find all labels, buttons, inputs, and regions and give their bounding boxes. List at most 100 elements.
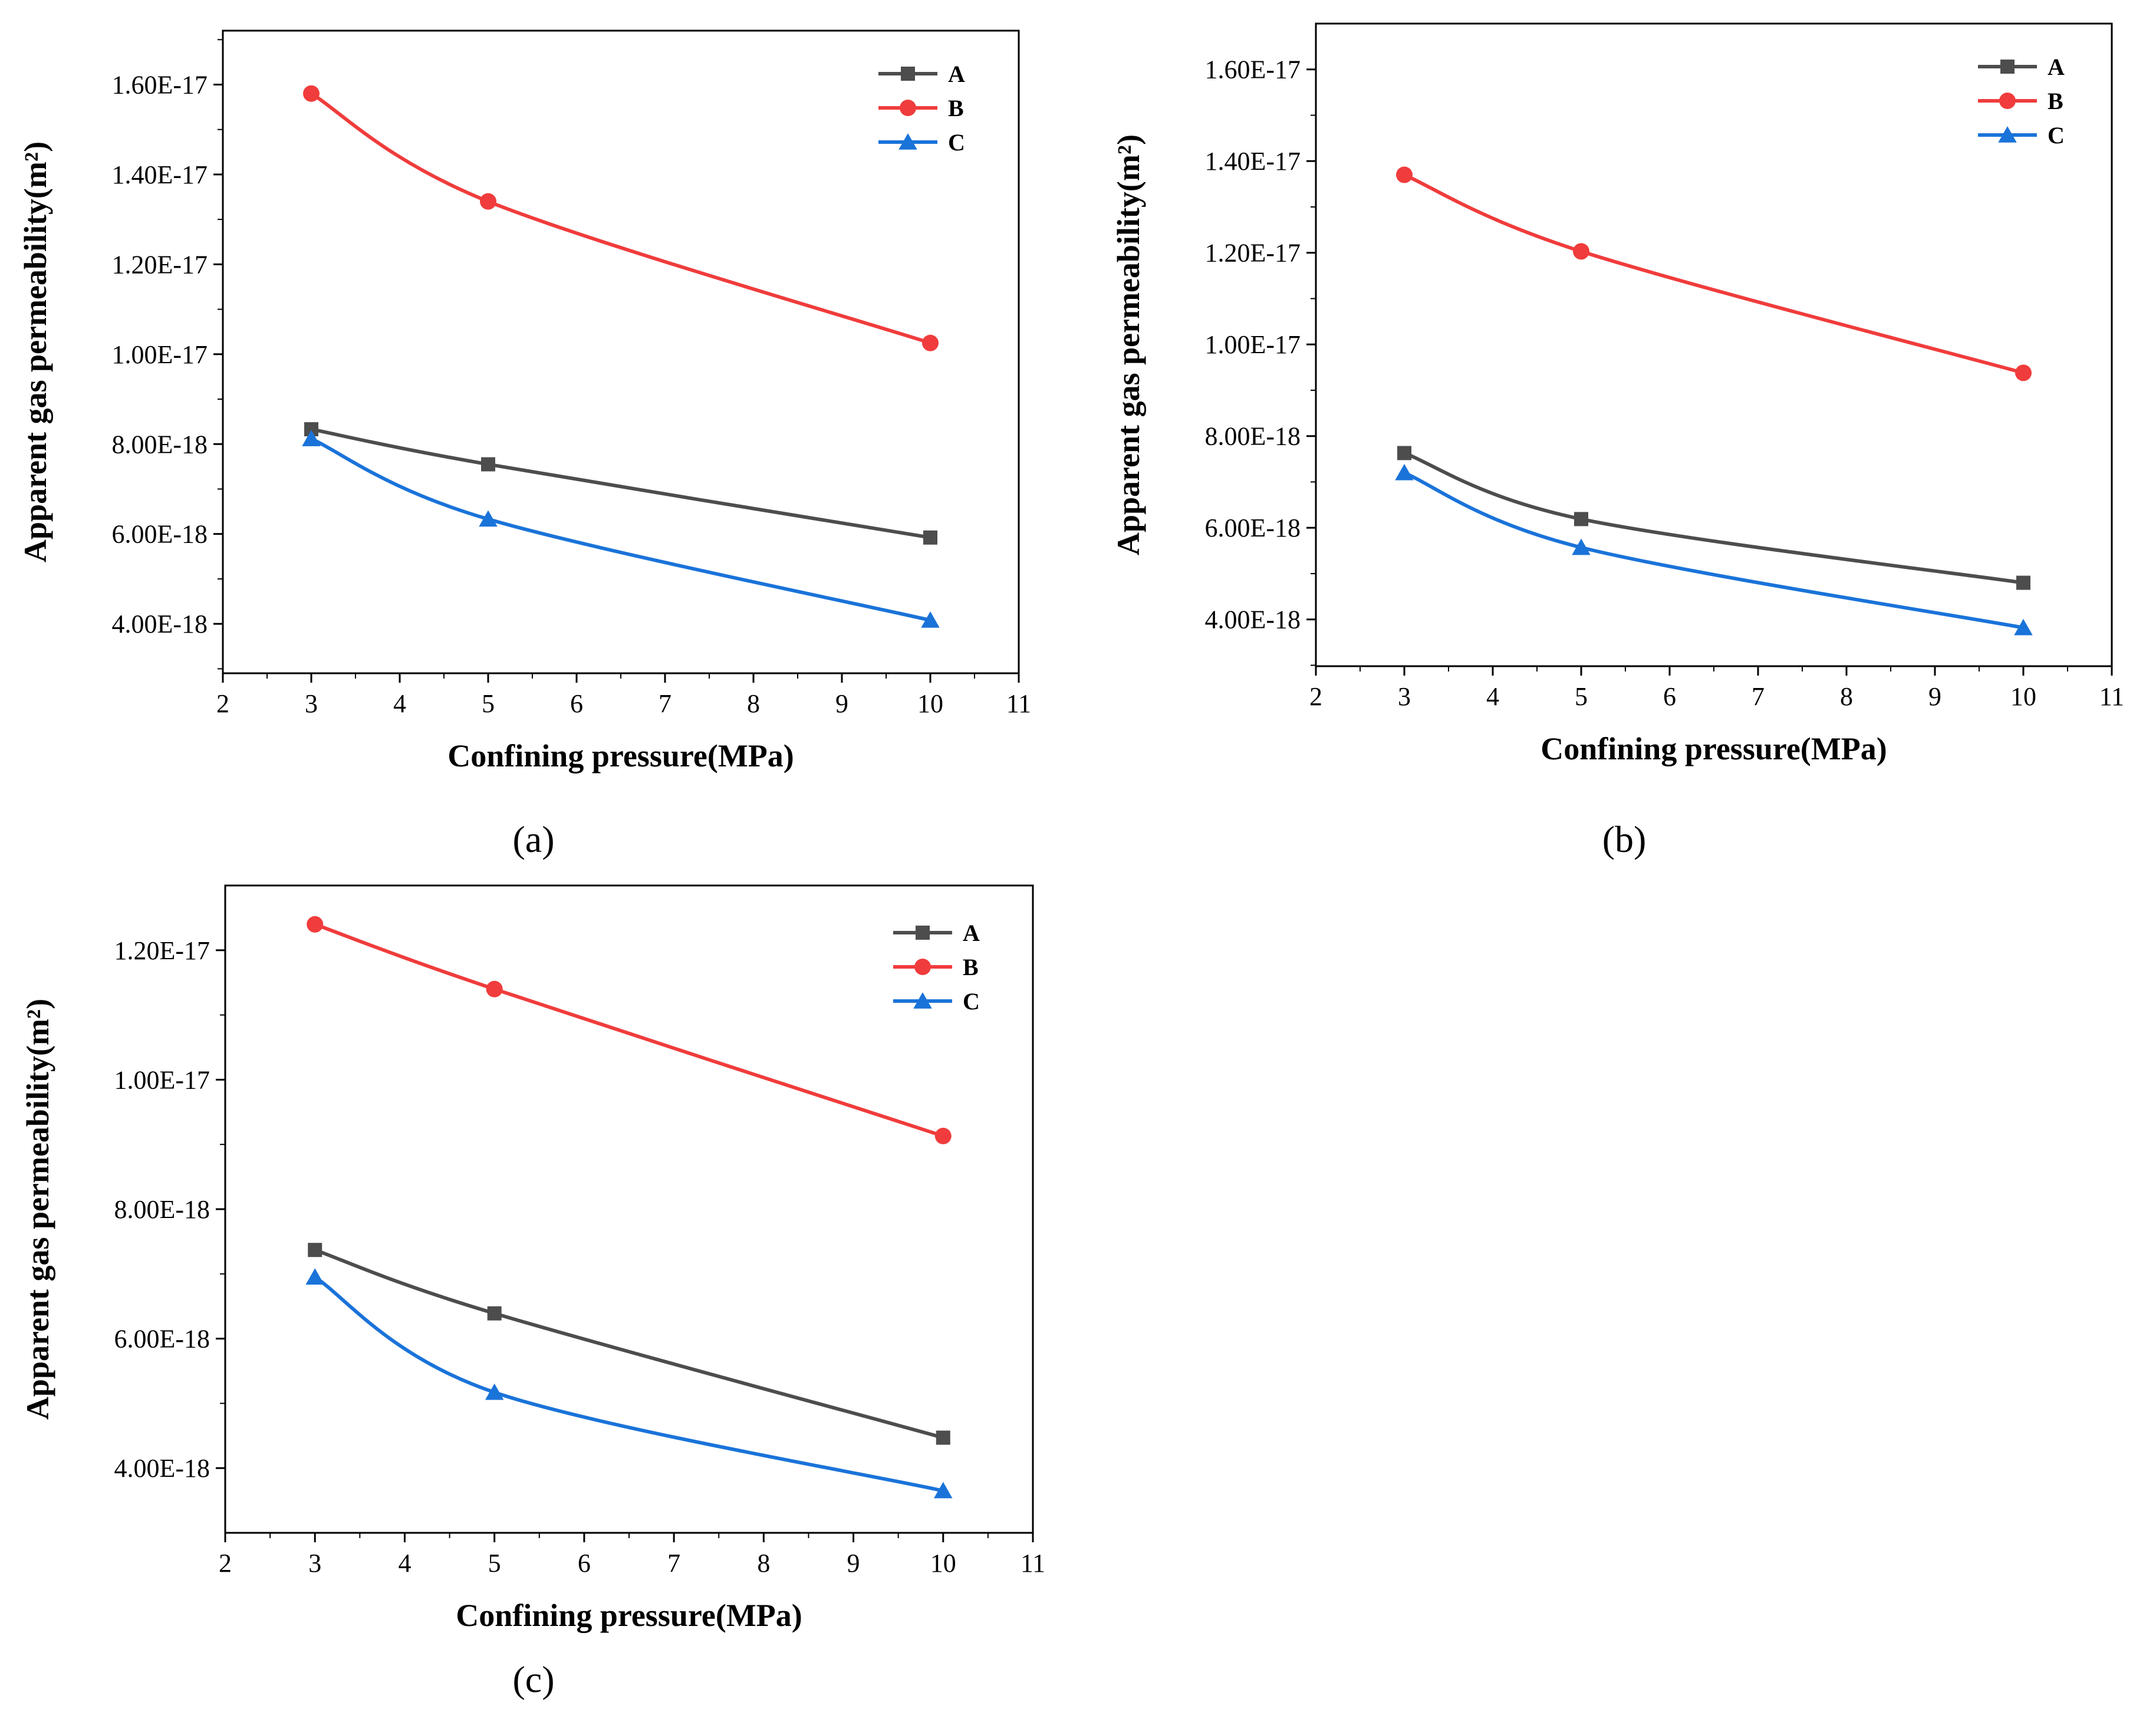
data-point-b-3 [303, 85, 320, 102]
legend-marker-a [2000, 60, 2015, 74]
x-tick-label: 4 [1486, 682, 1499, 711]
plot-frame [222, 29, 1020, 674]
data-point-a-5 [1574, 512, 1588, 526]
legend-label: A [2048, 54, 2065, 80]
legend-label: C [948, 129, 965, 156]
y-tick-label: 1.60E-17 [111, 70, 208, 99]
legend: ABC [1978, 54, 2065, 149]
data-point-a-5 [487, 1306, 502, 1321]
legend-marker-b [914, 959, 931, 975]
y-tick-label: 8.00E-18 [111, 430, 208, 459]
x-tick-label: 10 [2010, 682, 2036, 711]
chart-panel-b: 2 3 4 5 6 7 8 9 10 11 4.00E-18 6.00E-18 8.00E-18 1.00… [1111, 22, 2124, 860]
y-tick-label: 1.40E-17 [1204, 147, 1301, 176]
x-tick-label: 5 [482, 689, 495, 718]
data-point-b-10 [2015, 364, 2032, 381]
x-tick-label: 7 [667, 1549, 680, 1578]
series-line-b [1403, 173, 2024, 375]
legend-marker-a [916, 926, 930, 940]
legend-item-b: B [1978, 88, 2063, 114]
y-tick-label: 8.00E-18 [1204, 422, 1301, 451]
x-tick-label: 8 [1840, 682, 1853, 711]
plot-frame [1315, 22, 2113, 667]
data-point-a-10 [936, 1430, 950, 1445]
x-tick-label: 2 [216, 689, 229, 718]
data-point-b-5 [480, 193, 496, 210]
series-line-b [314, 923, 944, 1138]
x-tick-label: 10 [917, 689, 943, 718]
x-tick-label: 4 [398, 1549, 411, 1578]
y-axis-title: Apparent gas permeability(m²) [1111, 134, 1146, 555]
data-point-a-3 [1397, 446, 1411, 460]
legend-item-c: C [1978, 122, 2065, 149]
y-tick-label: 1.00E-17 [111, 340, 208, 369]
panel-caption: (c) [512, 1658, 554, 1700]
legend-label: A [963, 920, 980, 946]
y-tick-label: 1.20E-17 [111, 250, 208, 279]
legend-item-a: A [1978, 54, 2065, 80]
legend-item-a: A [893, 920, 980, 946]
y-tick-label: 1.00E-17 [114, 1065, 210, 1094]
legend: ABC [878, 61, 965, 156]
data-point-a-10 [923, 530, 937, 545]
x-tick-label: 9 [1928, 682, 1941, 711]
x-tick-label: 7 [659, 689, 672, 718]
x-axis-title: Confining pressure(MPa) [1541, 731, 1887, 766]
y-tick-label: 4.00E-18 [114, 1454, 210, 1483]
data-point-c-3 [305, 1268, 324, 1285]
chart-panel-c: 2 3 4 5 6 7 8 9 10 11 4.00E-18 6.00E-18 8.00E-18 1.00… [20, 884, 1045, 1700]
x-tick-label: 4 [393, 689, 406, 718]
x-tick-label: 9 [847, 1549, 860, 1578]
series-line-c [314, 1275, 944, 1493]
series-line-b [310, 92, 931, 345]
legend-label: C [2048, 122, 2065, 149]
x-tick-label: 5 [1575, 682, 1588, 711]
x-tick-label: 2 [1309, 682, 1322, 711]
x-tick-label: 3 [308, 1549, 321, 1578]
x-tick-label: 5 [488, 1549, 501, 1578]
y-tick-label: 1.20E-17 [114, 936, 210, 965]
legend-item-a: A [878, 61, 965, 87]
y-tick-label: 4.00E-18 [111, 610, 208, 638]
data-point-a-5 [481, 457, 495, 472]
legend-marker-a [901, 67, 915, 81]
data-point-b-3 [1396, 166, 1413, 183]
y-axis-title: Apparent gas permeability(m²) [20, 999, 55, 1420]
x-tick-label: 11 [1006, 689, 1031, 718]
y-tick-label: 8.00E-18 [114, 1195, 210, 1224]
legend-marker-c [898, 133, 917, 150]
series-line-a [1403, 451, 2024, 585]
series-line-c [310, 437, 931, 622]
legend-item-c: C [893, 988, 980, 1015]
legend-marker-b [900, 100, 916, 116]
panel-caption: (a) [512, 818, 554, 860]
chart-panel-a: 2 3 4 5 6 7 8 9 10 11 4.00E-18 6.00E-18 8.00E-18 1.00… [18, 29, 1031, 860]
x-tick-label: 6 [570, 689, 583, 718]
y-tick-label: 4.00E-18 [1204, 605, 1301, 634]
legend-label: C [963, 988, 980, 1015]
x-tick-label: 6 [578, 1549, 591, 1578]
data-point-c-5 [485, 1383, 504, 1400]
series-line-c [1403, 471, 2024, 630]
data-point-c-10 [921, 611, 940, 628]
legend-label: B [948, 95, 964, 121]
plot-frame [224, 884, 1034, 1534]
x-tick-label: 8 [747, 689, 760, 718]
legend-marker-b [1999, 93, 2016, 109]
panel-caption: (b) [1602, 818, 1647, 860]
x-tick-label: 7 [1752, 682, 1765, 711]
x-tick-label: 11 [1021, 1549, 1045, 1578]
x-tick-label: 9 [835, 689, 848, 718]
data-point-c-10 [934, 1482, 953, 1499]
y-axis-title: Apparent gas permeability(m²) [18, 141, 53, 562]
data-point-b-3 [307, 916, 324, 933]
y-tick-label: 1.20E-17 [1204, 239, 1301, 268]
legend-item-b: B [893, 954, 979, 980]
x-tick-label: 2 [219, 1549, 232, 1578]
legend-marker-c [913, 992, 932, 1009]
x-tick-label: 3 [1398, 682, 1411, 711]
legend-label: A [948, 61, 965, 87]
legend-marker-c [1998, 126, 2017, 143]
y-tick-label: 6.00E-18 [114, 1325, 210, 1354]
data-point-b-5 [486, 980, 503, 998]
